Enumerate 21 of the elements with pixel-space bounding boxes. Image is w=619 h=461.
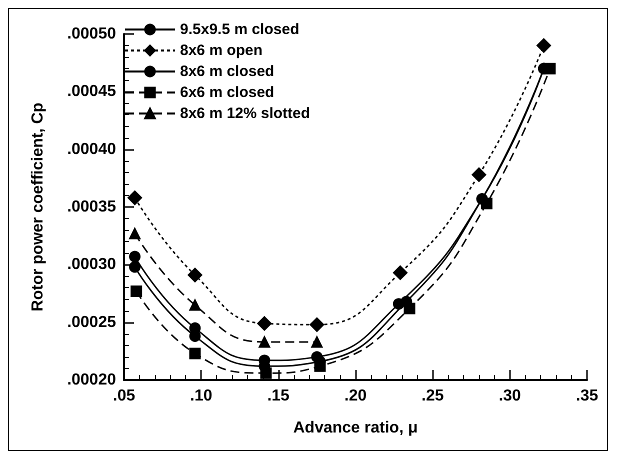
- y-tick-label: .00020: [67, 372, 116, 388]
- legend-label: 6x6 m closed: [180, 84, 274, 101]
- legend-label: 9.5x9.5 m closed: [180, 21, 300, 38]
- x-tick-label: .35: [576, 388, 598, 404]
- y-tick-label: .00025: [67, 314, 116, 331]
- y-tick-label: .00040: [67, 140, 116, 158]
- legend-label: 8x6 m 12% slotted: [180, 105, 310, 122]
- legend-label: 8x6 m closed: [180, 63, 274, 80]
- x-tick-label: .25: [422, 388, 444, 404]
- legend-label: 8x6 m open: [180, 42, 263, 59]
- x-axis-title: Advance ratio, μ: [293, 420, 418, 436]
- x-tick-label: .10: [190, 388, 212, 404]
- y-tick-label: .00035: [67, 198, 116, 216]
- x-tick-label: .05: [112, 388, 136, 404]
- x-tick-label: .30: [498, 388, 522, 404]
- y-axis-title: Rotor power coefficient, Cp: [30, 102, 46, 312]
- y-tick-label: .00045: [67, 83, 116, 100]
- y-tick-label: .00050: [67, 26, 116, 42]
- y-tick-label: .00030: [67, 256, 116, 274]
- x-tick-label: .20: [344, 388, 367, 404]
- x-tick-label: .15: [267, 388, 290, 404]
